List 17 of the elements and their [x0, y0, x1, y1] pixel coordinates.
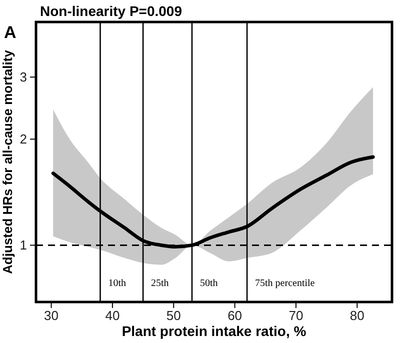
x-tick-label: 40 [105, 308, 120, 324]
y-tick-label: 1 [20, 237, 27, 252]
text: A [4, 23, 16, 42]
x-tick-label: 30 [44, 308, 59, 324]
x-axis-title: Plant protein intake ratio, % [122, 323, 307, 339]
y-tick-label: 3 [20, 69, 27, 84]
chart-title: Non-linearity P=0.009 [40, 3, 182, 19]
x-tick-label: 80 [350, 308, 364, 324]
x-tick-label: 50 [166, 308, 181, 324]
ref-line-label: 10th [108, 278, 126, 289]
x-tick-label: 70 [288, 308, 304, 324]
ref-line-label: 25th [151, 278, 169, 289]
y-axis-title: Adjusted HRs for all-cause mortality [0, 49, 15, 274]
ref-line-label: 50th [200, 278, 218, 289]
x-tick-label: 60 [228, 308, 242, 324]
ref-line-label: 75th percentile [255, 278, 316, 289]
y-tick-label: 2 [20, 131, 27, 146]
